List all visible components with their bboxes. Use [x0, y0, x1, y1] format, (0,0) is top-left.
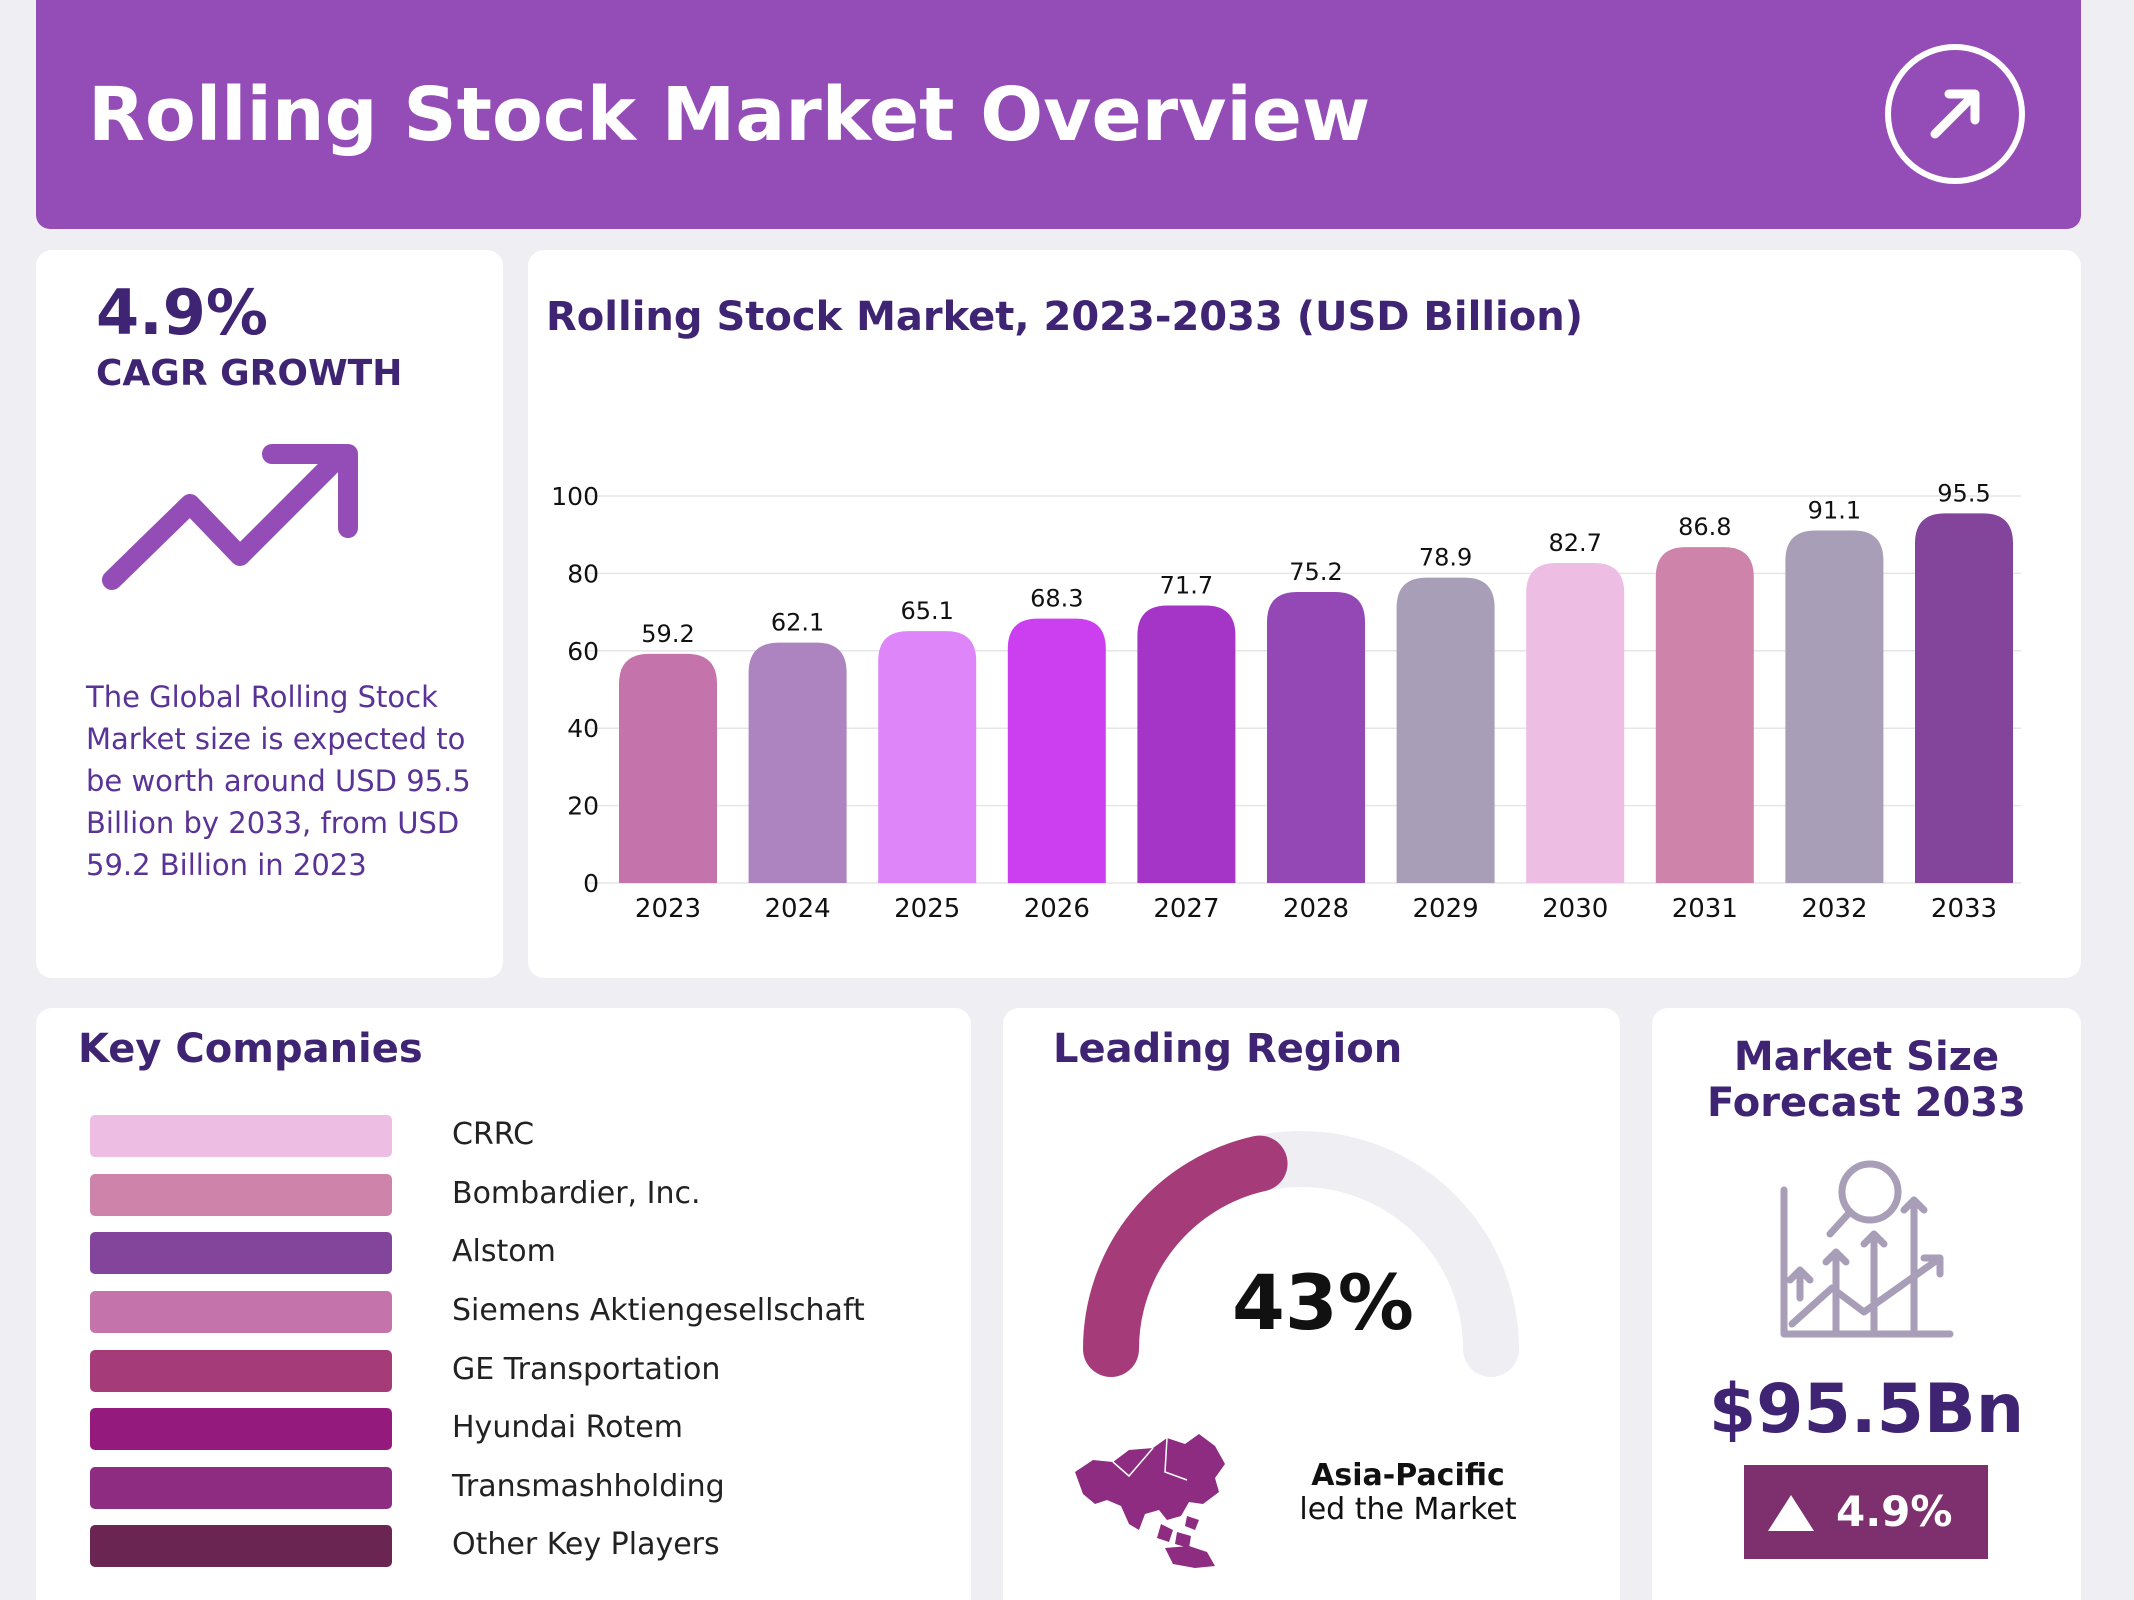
company-row: Siemens Aktiengesellschaft: [90, 1291, 950, 1333]
company-swatch: [90, 1115, 392, 1157]
x-tick-label: 2026: [1024, 894, 1090, 924]
company-row: Alstom: [90, 1232, 950, 1274]
x-tick-label: 2023: [635, 894, 701, 924]
arrow-up-right-icon[interactable]: [1885, 44, 2025, 184]
company-row: Bombardier, Inc.: [90, 1174, 950, 1216]
cagr-card: 4.9% CAGR GROWTH The Global Rolling Stoc…: [36, 250, 503, 978]
company-name: CRRC: [452, 1117, 535, 1152]
market-description: The Global Rolling Stock Market size is …: [86, 680, 471, 882]
x-tick-label: 2024: [765, 894, 831, 924]
company-swatch: [90, 1232, 392, 1274]
company-name: Alstom: [452, 1234, 556, 1269]
leading-region-card: Leading Region 43% Asia-Pacific led the …: [1003, 1008, 1620, 1600]
company-row: Other Key Players: [90, 1525, 950, 1567]
y-tick-label: 40: [567, 714, 599, 743]
y-tick-label: 80: [567, 559, 599, 588]
bar-value-label: 59.2: [641, 620, 694, 648]
page-title: Rolling Stock Market Overview: [88, 72, 1371, 158]
region-subtitle: led the Market: [1299, 1492, 1517, 1527]
y-tick-label: 60: [567, 637, 599, 666]
forecast-value: $95.5Bn: [1708, 1370, 2025, 1449]
region-name: Asia-Pacific: [1311, 1458, 1505, 1493]
company-swatch: [90, 1525, 392, 1567]
bar-value-label: 86.8: [1678, 513, 1731, 541]
forecast-card: Market Size Forecast 2033 $95.5Bn 4.9%: [1652, 1008, 2081, 1600]
growth-badge-value: 4.9%: [1836, 1487, 1953, 1536]
bar: [1785, 530, 1884, 883]
company-swatch: [90, 1291, 392, 1333]
bar-value-label: 68.3: [1030, 585, 1083, 613]
company-swatch: [90, 1408, 392, 1450]
x-tick-label: 2030: [1542, 894, 1608, 924]
header-banner: Rolling Stock Market Overview: [36, 0, 2081, 229]
company-row: CRRC: [90, 1115, 950, 1157]
bar: [878, 631, 977, 883]
company-swatch: [90, 1174, 392, 1216]
bar-value-label: 95.5: [1937, 479, 1990, 507]
leading-region-title: Leading Region: [1053, 1026, 1403, 1072]
key-companies-title: Key Companies: [78, 1026, 423, 1072]
forecast-title-line1: Market Size: [1733, 1034, 2000, 1080]
bar-value-label: 62.1: [771, 609, 824, 637]
bar: [1915, 513, 2013, 883]
company-swatch: [90, 1350, 392, 1392]
bar-chart: 0 20 40 60 80 100 59.2 2023 62.1 2024 65.1 2025 68.3…: [551, 479, 2021, 924]
x-tick-label: 2032: [1801, 894, 1867, 924]
bar-value-label: 71.7: [1160, 572, 1213, 600]
x-tick-label: 2029: [1413, 894, 1479, 924]
company-name: Bombardier, Inc.: [452, 1176, 701, 1211]
growth-analytics-icon: [1780, 1160, 1954, 1338]
bar: [1137, 605, 1236, 883]
x-tick-label: 2031: [1672, 894, 1738, 924]
asia-pacific-map-icon: [1075, 1434, 1225, 1568]
bar: [619, 653, 717, 883]
bar: [1396, 577, 1495, 883]
bar-value-label: 82.7: [1548, 529, 1601, 557]
y-tick-label: 100: [551, 482, 599, 511]
bar-value-label: 65.1: [900, 597, 953, 625]
company-row: Transmashholding: [90, 1467, 950, 1509]
company-swatch: [90, 1467, 392, 1509]
key-companies-card: Key Companies CRRC Bombardier, Inc. Alst…: [36, 1008, 971, 1600]
chart-title: Rolling Stock Market, 2023-2033 (USD Bil…: [546, 294, 1583, 340]
company-row: Hyundai Rotem: [90, 1408, 950, 1450]
company-name: Transmashholding: [452, 1469, 725, 1504]
bar: [748, 642, 847, 883]
trend-up-arrow-icon: [102, 444, 358, 590]
x-tick-label: 2033: [1931, 894, 1997, 924]
region-share-value: 43%: [1232, 1258, 1414, 1347]
x-tick-label: 2027: [1153, 894, 1219, 924]
company-name: Siemens Aktiengesellschaft: [452, 1293, 865, 1328]
company-name: Hyundai Rotem: [452, 1410, 683, 1445]
region-share-gauge: [1083, 1131, 1519, 1377]
bar: [1267, 591, 1365, 883]
cagr-label: CAGR GROWTH: [96, 353, 403, 394]
bar: [1655, 547, 1754, 883]
y-tick-label: 20: [567, 792, 599, 821]
y-tick-label: 0: [583, 869, 599, 898]
company-row: GE Transportation: [90, 1350, 950, 1392]
company-name: GE Transportation: [452, 1352, 721, 1387]
bar-value-label: 75.2: [1289, 558, 1342, 586]
bar: [1526, 562, 1625, 883]
x-tick-label: 2028: [1283, 894, 1349, 924]
forecast-title: Market Size Forecast 2033: [1652, 1034, 2081, 1126]
x-tick-label: 2025: [894, 894, 960, 924]
chart-card: Rolling Stock Market, 2023-2033 (USD Bil…: [528, 250, 2081, 978]
cagr-value: 4.9%: [96, 276, 268, 349]
bar-value-label: 78.9: [1419, 544, 1472, 572]
bar: [1007, 618, 1106, 883]
forecast-title-line2: Forecast 2033: [1707, 1080, 2026, 1126]
company-name: Other Key Players: [452, 1527, 720, 1562]
gauge-fill: [1083, 1135, 1288, 1377]
bar-value-label: 91.1: [1808, 496, 1861, 524]
triangle-up-icon: [1768, 1495, 1814, 1531]
growth-badge: 4.9%: [1744, 1465, 1988, 1559]
